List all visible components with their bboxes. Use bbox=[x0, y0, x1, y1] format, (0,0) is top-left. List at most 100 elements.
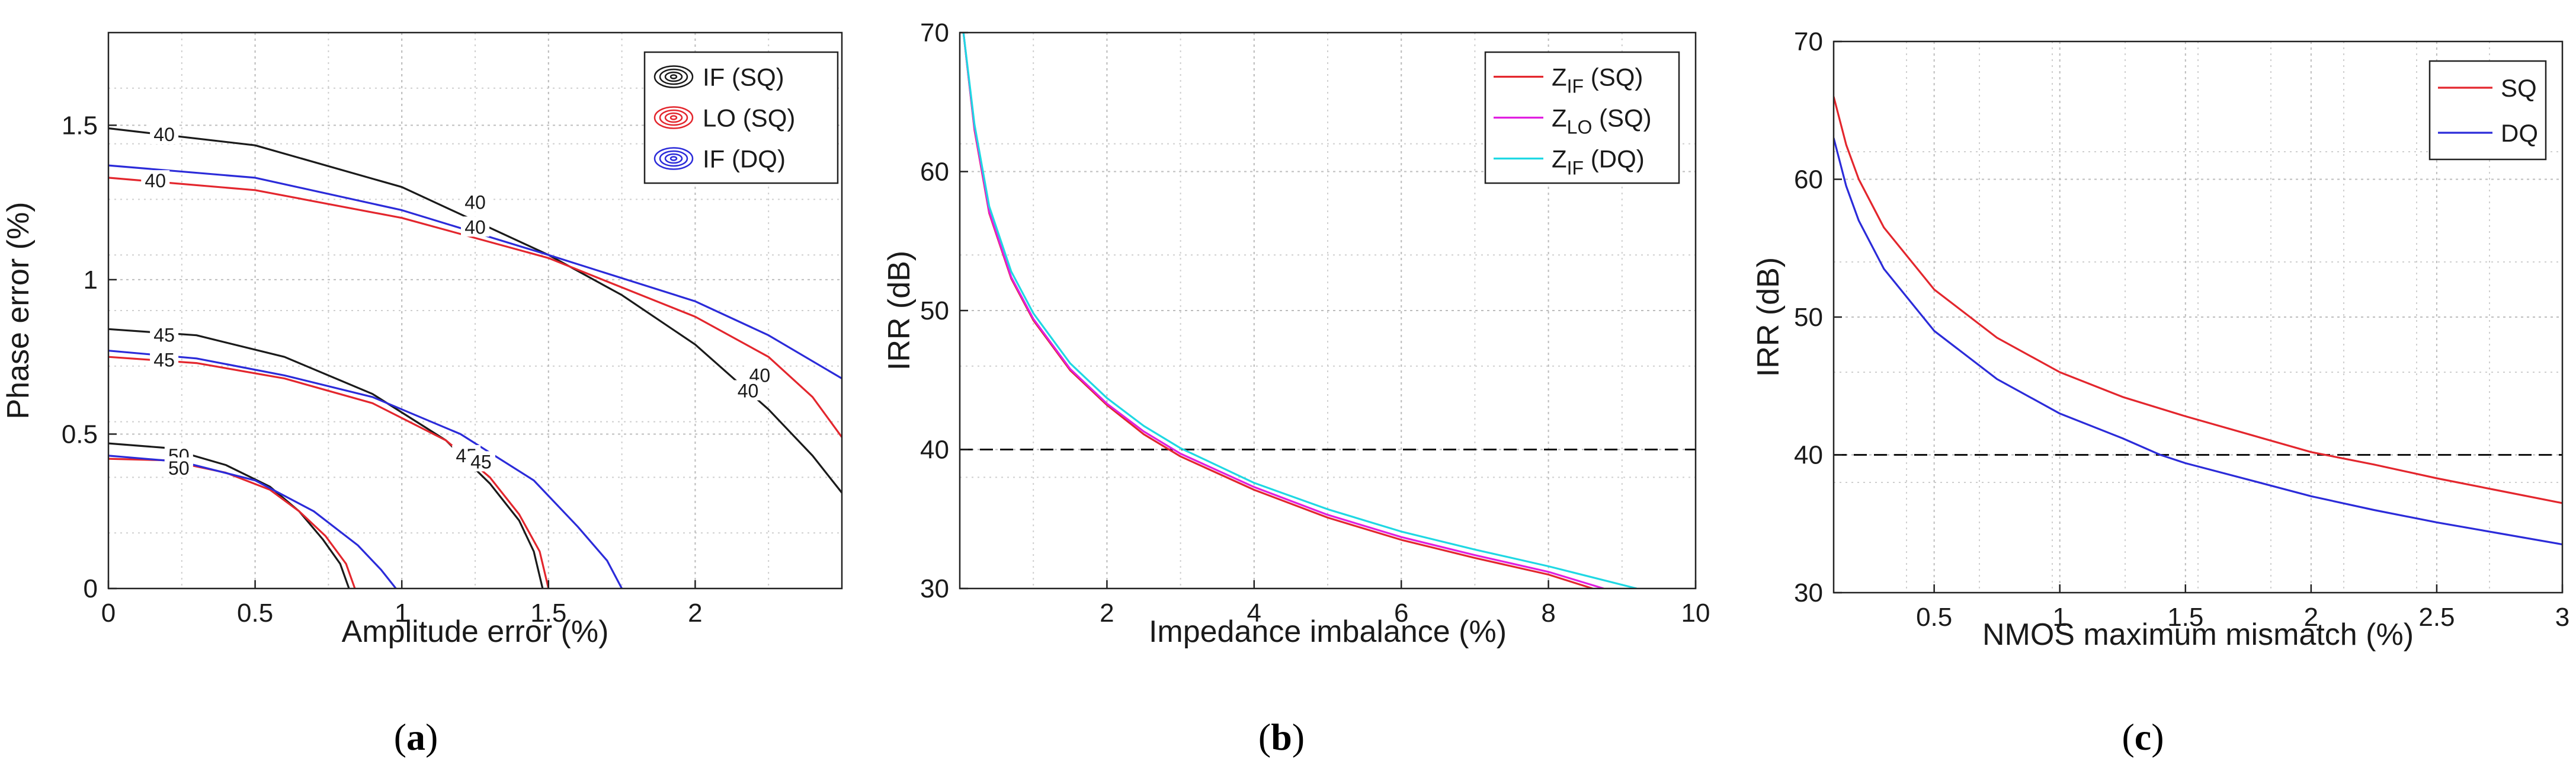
contour-label-background bbox=[733, 380, 762, 401]
contour-label-background bbox=[461, 191, 489, 212]
contour-label-background bbox=[141, 170, 170, 191]
series-line-dq bbox=[1834, 137, 2562, 546]
x-axis-title: Impedance imbalance (%) bbox=[1149, 615, 1507, 649]
legend-label: ZIF (DQ) bbox=[1552, 145, 1645, 179]
y-tick-label: 70 bbox=[920, 18, 949, 47]
contour-label-background bbox=[164, 457, 193, 478]
legend-label-subscript: IF bbox=[1567, 76, 1584, 97]
contour-label: 50 bbox=[168, 458, 190, 479]
caption-close-paren: ) bbox=[1292, 716, 1305, 758]
y-tick-label: 40 bbox=[920, 436, 949, 465]
x-tick-label: 1.5 bbox=[2167, 603, 2203, 632]
x-tick-label: 10 bbox=[1681, 599, 1710, 628]
series-line-z-if-dq bbox=[962, 33, 1637, 589]
y-tick-label: 50 bbox=[1794, 303, 1823, 332]
contour-label-background bbox=[150, 324, 179, 345]
legend-contour-swatch bbox=[659, 68, 688, 85]
series-line-z-lo-sq bbox=[962, 33, 1604, 589]
x-tick-label: 6 bbox=[1394, 599, 1408, 628]
legend: IF (SQ) LO (SQ) IF (DQ) bbox=[643, 51, 839, 184]
contour-label: 40 bbox=[464, 216, 486, 238]
y-tick-label: 0 bbox=[84, 574, 98, 603]
series-line-lo-sq-level-45 bbox=[108, 356, 550, 589]
series-line-sq bbox=[1834, 96, 2562, 504]
x-tick-label: 0 bbox=[101, 599, 116, 628]
x-tick-label: 4 bbox=[1247, 599, 1261, 628]
caption-open-paren: ( bbox=[394, 716, 406, 758]
legend: ZIF (SQ)ZLO (SQ)ZIF (DQ) bbox=[1484, 51, 1680, 184]
y-tick-label: 60 bbox=[1794, 165, 1823, 194]
legend-label-suffix: (SQ) bbox=[1592, 104, 1651, 132]
series-line-if-dq-level-40 bbox=[108, 164, 842, 379]
y-tick-label: 70 bbox=[1794, 27, 1823, 56]
x-tick-label: 1 bbox=[2052, 603, 2066, 632]
y-axis-title: Phase error (%) bbox=[1, 202, 36, 420]
caption-open-paren: ( bbox=[1258, 716, 1271, 758]
contour-label-background bbox=[466, 451, 495, 472]
caption-close-paren: ) bbox=[425, 716, 438, 758]
y-tick-label: 40 bbox=[1794, 441, 1823, 470]
y-tick-label: 0.5 bbox=[62, 420, 98, 449]
legend-contour-swatch bbox=[669, 156, 678, 161]
contour-label-background bbox=[150, 123, 179, 144]
panel-caption: (c) bbox=[2122, 716, 2164, 758]
x-axis-title: Amplitude error (%) bbox=[342, 615, 609, 649]
y-tick-label: 30 bbox=[920, 574, 949, 603]
series-line-if-dq-level-45 bbox=[108, 350, 623, 589]
legend-contour-swatch bbox=[669, 74, 678, 79]
legend-label: IF (DQ) bbox=[703, 145, 786, 173]
contour-label: 40 bbox=[145, 170, 166, 191]
x-tick-label: 8 bbox=[1541, 599, 1555, 628]
contour-label: 45 bbox=[153, 349, 175, 370]
contour-label: 45 bbox=[153, 325, 175, 346]
legend-contour-swatch bbox=[659, 150, 688, 167]
panel-label: c bbox=[2135, 716, 2151, 758]
y-tick-label: 1 bbox=[84, 266, 98, 295]
y-axis-title: IRR (dB) bbox=[1751, 257, 1786, 377]
legend-label-main: Z bbox=[1552, 63, 1567, 91]
contour-label-background bbox=[150, 349, 179, 370]
y-tick-label: 30 bbox=[1794, 578, 1823, 607]
y-tick-label: 50 bbox=[920, 296, 949, 325]
x-axis-title: NMOS maximum mismatch (%) bbox=[1982, 618, 2414, 652]
legend-label: ZLO (SQ) bbox=[1552, 104, 1652, 138]
legend-box bbox=[2428, 60, 2547, 161]
caption-open-paren: ( bbox=[2122, 716, 2134, 758]
series-line-if-sq-level-40 bbox=[108, 127, 842, 494]
y-tick-label: 1.5 bbox=[62, 111, 98, 140]
legend-label-subscript: LO bbox=[1567, 117, 1593, 138]
legend-contour-swatch bbox=[653, 106, 694, 129]
panel-label: b bbox=[1271, 716, 1292, 758]
legend-contour-swatch bbox=[653, 65, 694, 88]
series-lines bbox=[1834, 96, 2562, 546]
legend-label: DQ bbox=[2501, 119, 2538, 147]
legend-label: SQ bbox=[2501, 74, 2537, 102]
legend-contour-swatch bbox=[664, 112, 683, 123]
x-tick-label: 0.5 bbox=[1916, 603, 1952, 632]
caption-close-paren: ) bbox=[2151, 716, 2164, 758]
legend-label-main: Z bbox=[1552, 145, 1567, 173]
legend-label-subscript: IF bbox=[1567, 158, 1584, 179]
legend-contour-swatch bbox=[669, 115, 678, 120]
x-tick-label: 2.5 bbox=[2418, 603, 2455, 632]
x-tick-label: 3 bbox=[2555, 603, 2569, 632]
legend-contour-swatch bbox=[664, 71, 683, 82]
y-axis-title: IRR (dB) bbox=[882, 251, 917, 370]
legend-label-main: Z bbox=[1552, 104, 1567, 132]
legend-label: LO (SQ) bbox=[703, 104, 795, 132]
x-tick-label: 1.5 bbox=[530, 599, 566, 628]
legend-label: ZIF (SQ) bbox=[1552, 63, 1643, 97]
legend-label-suffix: (DQ) bbox=[1584, 145, 1645, 173]
legend-contour-swatch bbox=[664, 153, 683, 164]
panel-caption: (b) bbox=[1258, 716, 1305, 758]
legend-contour-swatch bbox=[659, 109, 688, 126]
x-tick-label: 1 bbox=[395, 599, 409, 628]
legend-contour-swatch bbox=[653, 147, 694, 170]
contour-label: 40 bbox=[738, 380, 759, 401]
x-tick-label: 0.5 bbox=[237, 599, 273, 628]
contour-label: 40 bbox=[464, 192, 486, 213]
legend: SQ DQ bbox=[2428, 60, 2547, 161]
x-tick-label: 2 bbox=[2304, 603, 2318, 632]
